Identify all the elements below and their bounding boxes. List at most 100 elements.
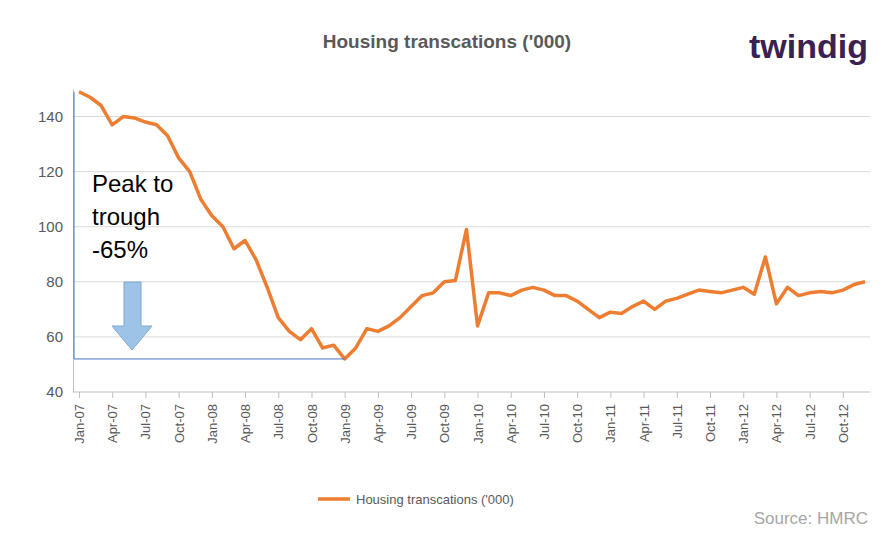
x-tick-mark (710, 392, 711, 398)
x-tick-mark (345, 392, 346, 398)
x-tick-label: Oct-09 (437, 404, 452, 443)
x-tick: Jan-08 (205, 392, 220, 444)
plot-area (79, 92, 865, 359)
x-tick: Apr-11 (637, 392, 652, 442)
x-tick: Oct-08 (305, 392, 320, 443)
y-tick: 40 (46, 383, 73, 400)
x-tick: Oct-07 (172, 392, 187, 443)
x-tick-label: Jul-09 (404, 404, 419, 439)
x-axis-line (73, 392, 870, 393)
x-tick: Jan-10 (471, 392, 486, 444)
x-tick-mark (212, 392, 213, 398)
annotation-text: Peak to trough -65% (92, 170, 173, 263)
x-tick-mark (444, 392, 445, 398)
x-tick-mark (810, 392, 811, 398)
x-tick-label: Apr-09 (371, 404, 386, 443)
x-tick-mark (843, 392, 844, 398)
title: Housing transcations ('000) (323, 31, 571, 52)
x-tick-label: Jul-10 (537, 404, 552, 439)
y-tick: 60 (46, 328, 73, 345)
x-tick-mark (245, 392, 246, 398)
y-tick: 140 (38, 108, 73, 125)
x-tick: Apr-08 (238, 392, 253, 443)
x-tick-label: Oct-08 (305, 404, 320, 443)
y-tick: 120 (38, 163, 73, 180)
x-tick-mark (544, 392, 545, 398)
x-tick: Oct-11 (703, 392, 718, 442)
x-tick-label: Oct-07 (172, 404, 187, 443)
grid-line (73, 336, 870, 337)
x-tick: Apr-09 (371, 392, 386, 443)
source: Source: HMRC (754, 509, 868, 528)
x-tick-mark (378, 392, 379, 398)
y-tick-label: 140 (38, 108, 63, 125)
x-tick: Oct-12 (836, 392, 851, 443)
x-tick: Jul-09 (404, 392, 419, 439)
x-tick-label: Oct-10 (570, 404, 585, 443)
line (79, 92, 865, 359)
x-tick-mark (644, 392, 645, 398)
x-tick-label: Jan-09 (338, 404, 353, 444)
grid-line (73, 116, 870, 117)
grid-line (73, 171, 870, 172)
x-tick-mark (112, 392, 113, 398)
x-tick-label: Jan-08 (205, 404, 220, 444)
x-tick-mark (743, 392, 744, 398)
x-tick-label: Jan-12 (736, 404, 751, 444)
annotation-line: trough (92, 203, 160, 230)
x-tick-label: Jul-07 (138, 404, 153, 439)
x-tick: Apr-12 (769, 392, 784, 443)
x-tick-mark (610, 392, 611, 398)
arrow (112, 282, 152, 350)
x-tick-label: Apr-08 (238, 404, 253, 443)
x-tick-mark (79, 392, 80, 398)
x-tick-label: Jan-11 (603, 404, 618, 443)
x-tick: Apr-07 (105, 392, 120, 443)
x-tick-mark (411, 392, 412, 398)
y-tick-label: 80 (46, 273, 63, 290)
x-tick: Jul-10 (537, 392, 552, 439)
x-tick: Jul-11 (670, 392, 685, 438)
x-tick-mark (311, 392, 312, 398)
x-tick-label: Jan-10 (471, 404, 486, 444)
x-axis: Jan-07 Apr-07 Jul-07 Oct-07 Jan-08 Apr-08 Jul-… (72, 392, 870, 444)
x-tick-label: Apr-07 (105, 404, 120, 443)
legend-label: Housing transcations ('000) (356, 492, 514, 507)
x-tick: Jul-07 (138, 392, 153, 439)
x-tick-mark (478, 392, 479, 398)
x-tick-label: Jul-08 (271, 404, 286, 439)
x-tick-mark (677, 392, 678, 398)
bracket-vertical (74, 92, 75, 359)
y-axis: 40 60 80 100 120 140 (38, 90, 74, 401)
x-tick-label: Oct-11 (703, 404, 718, 442)
x-tick-label: Jul-11 (670, 404, 685, 438)
logo: twindig (749, 27, 868, 65)
legend: Housing transcations ('000) (318, 492, 514, 507)
annotation-line: -65% (92, 236, 148, 263)
x-tick-label: Jan-07 (72, 404, 87, 444)
bracket-horizontal (74, 358, 345, 359)
x-tick: Jan-07 (72, 392, 87, 444)
x-tick-mark (278, 392, 279, 398)
x-tick-mark (577, 392, 578, 398)
x-tick: Oct-10 (570, 392, 585, 443)
x-tick-label: Jul-12 (803, 404, 818, 439)
x-tick-mark (511, 392, 512, 398)
y-tick-label: 120 (38, 163, 63, 180)
annotation-line: Peak to (92, 170, 173, 197)
x-tick: Jan-11 (603, 392, 618, 443)
y-tick: 100 (38, 218, 73, 235)
x-tick: Jan-12 (736, 392, 751, 444)
x-tick-mark (145, 392, 146, 398)
chart: Housing transcations ('000) twindig 40 60 80… (0, 0, 896, 542)
x-tick-mark (776, 392, 777, 398)
x-tick: Apr-10 (504, 392, 519, 443)
y-tick: 80 (46, 273, 73, 290)
y-tick-label: 60 (46, 328, 63, 345)
x-tick-mark (179, 392, 180, 398)
x-tick: Oct-09 (437, 392, 452, 443)
annotation: Peak to trough -65% (74, 92, 345, 359)
legend-swatch (318, 497, 350, 501)
x-tick-label: Apr-10 (504, 404, 519, 443)
y-tick-label: 100 (38, 218, 63, 235)
